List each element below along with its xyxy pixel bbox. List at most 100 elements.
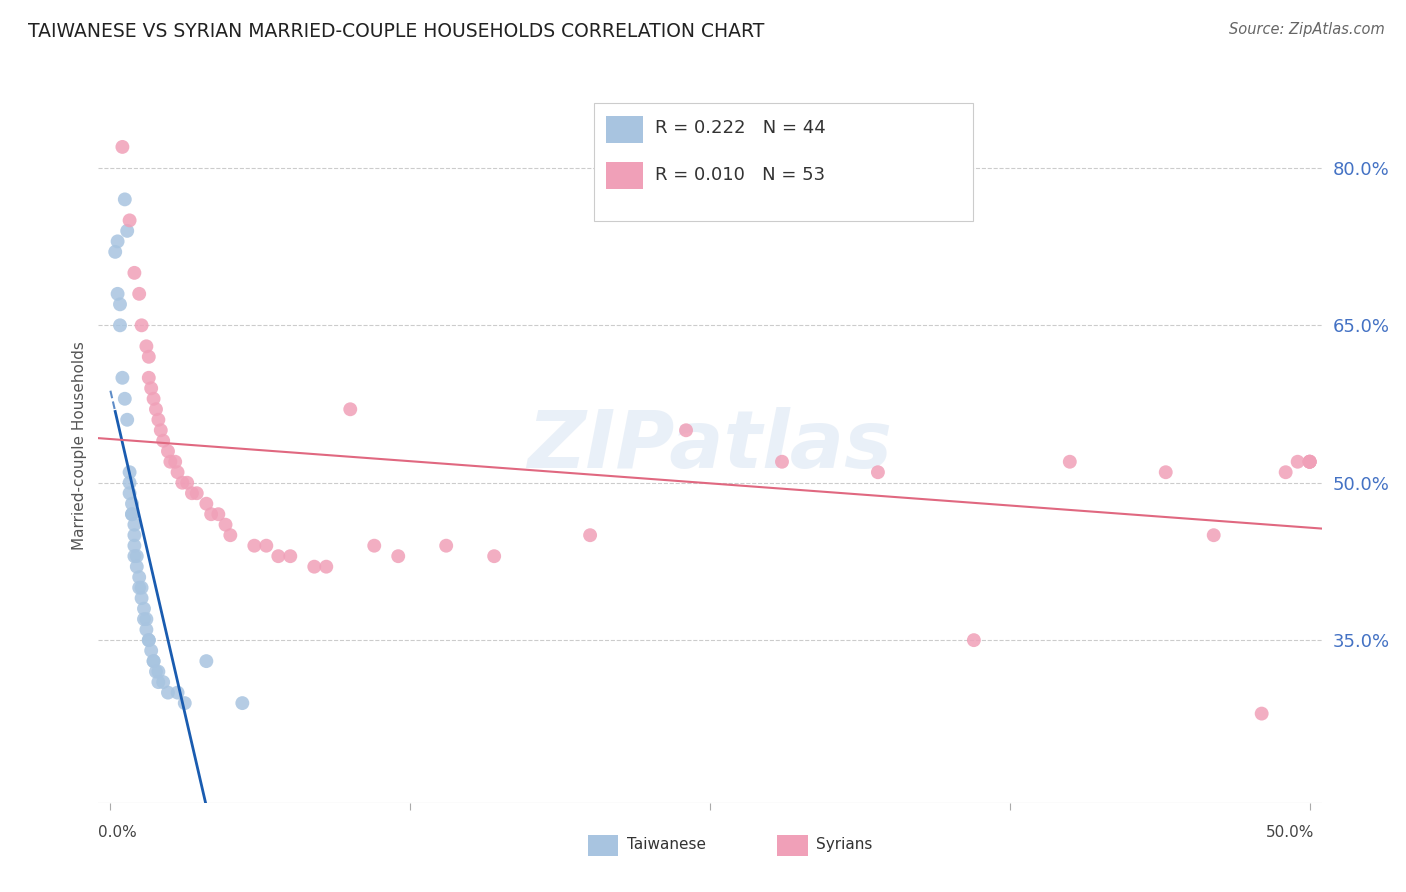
Point: [121, 507, 143, 521]
Point: [121, 497, 143, 511]
Text: Syrians: Syrians: [817, 837, 873, 852]
Point: [148, 675, 170, 690]
Point: [866, 465, 889, 479]
Point: [121, 507, 143, 521]
Point: [111, 371, 134, 385]
Point: [118, 475, 141, 490]
Point: [1202, 528, 1225, 542]
Point: [107, 235, 129, 249]
Point: [675, 423, 697, 437]
Point: [124, 528, 146, 542]
FancyBboxPatch shape: [778, 835, 808, 856]
Text: 50.0%: 50.0%: [1267, 825, 1315, 840]
Point: [1250, 706, 1272, 721]
Point: [363, 539, 385, 553]
Point: [339, 402, 361, 417]
Point: [770, 455, 793, 469]
Text: TAIWANESE VS SYRIAN MARRIED-COUPLE HOUSEHOLDS CORRELATION CHART: TAIWANESE VS SYRIAN MARRIED-COUPLE HOUSE…: [28, 22, 765, 41]
Point: [108, 297, 131, 311]
FancyBboxPatch shape: [588, 835, 619, 856]
Point: [135, 623, 157, 637]
Point: [132, 612, 155, 626]
Point: [138, 371, 160, 385]
Point: [118, 486, 141, 500]
Point: [579, 528, 602, 542]
Point: [142, 654, 165, 668]
Point: [138, 633, 160, 648]
Point: [166, 465, 188, 479]
Point: [176, 475, 198, 490]
Point: [1298, 455, 1320, 469]
Point: [128, 570, 150, 584]
Point: [1286, 455, 1309, 469]
Point: [124, 517, 146, 532]
Text: Taiwanese: Taiwanese: [627, 837, 706, 852]
Point: [114, 392, 136, 406]
Point: [200, 507, 222, 521]
Point: [138, 633, 160, 648]
Point: [214, 517, 236, 532]
Point: [1274, 465, 1296, 479]
Text: 0.0%: 0.0%: [98, 825, 138, 840]
Point: [1298, 455, 1320, 469]
Point: [128, 581, 150, 595]
Point: [181, 486, 204, 500]
Point: [1298, 455, 1320, 469]
Point: [219, 528, 242, 542]
Point: [135, 339, 157, 353]
Point: [195, 654, 218, 668]
Point: [156, 444, 179, 458]
Point: [128, 286, 150, 301]
Point: [132, 601, 155, 615]
Point: [243, 539, 266, 553]
Point: [115, 413, 138, 427]
Point: [195, 497, 218, 511]
Point: [145, 665, 167, 679]
Point: [125, 549, 148, 564]
FancyBboxPatch shape: [606, 116, 643, 143]
Point: [231, 696, 253, 710]
Point: [166, 685, 188, 699]
Point: [131, 581, 153, 595]
Point: [159, 455, 181, 469]
Point: [115, 224, 138, 238]
Point: [141, 643, 163, 657]
Point: [142, 392, 165, 406]
Point: [278, 549, 301, 564]
Point: [482, 549, 505, 564]
Point: [315, 559, 337, 574]
Point: [145, 402, 167, 417]
Point: [186, 486, 208, 500]
Point: [124, 266, 146, 280]
Point: [1059, 455, 1081, 469]
Point: [142, 654, 165, 668]
Point: [124, 539, 146, 553]
Point: [267, 549, 290, 564]
Text: R = 0.010   N = 53: R = 0.010 N = 53: [655, 166, 825, 184]
Point: [125, 559, 148, 574]
Point: [104, 244, 127, 259]
Point: [1154, 465, 1177, 479]
Point: [124, 549, 146, 564]
Point: [138, 350, 160, 364]
Point: [434, 539, 457, 553]
Text: Source: ZipAtlas.com: Source: ZipAtlas.com: [1229, 22, 1385, 37]
Point: [149, 423, 172, 437]
Y-axis label: Married-couple Households: Married-couple Households: [72, 342, 87, 550]
Point: [254, 539, 277, 553]
Point: [107, 286, 129, 301]
Point: [118, 213, 141, 227]
Point: [207, 507, 229, 521]
Point: [165, 455, 187, 469]
Point: [152, 434, 174, 448]
Point: [963, 633, 986, 648]
Point: [1298, 455, 1320, 469]
Point: [172, 475, 194, 490]
Point: [148, 413, 170, 427]
Point: [173, 696, 195, 710]
Point: [131, 318, 153, 333]
Point: [135, 612, 157, 626]
Text: ZIPatlas: ZIPatlas: [527, 407, 893, 485]
Point: [114, 193, 136, 207]
Point: [131, 591, 153, 606]
